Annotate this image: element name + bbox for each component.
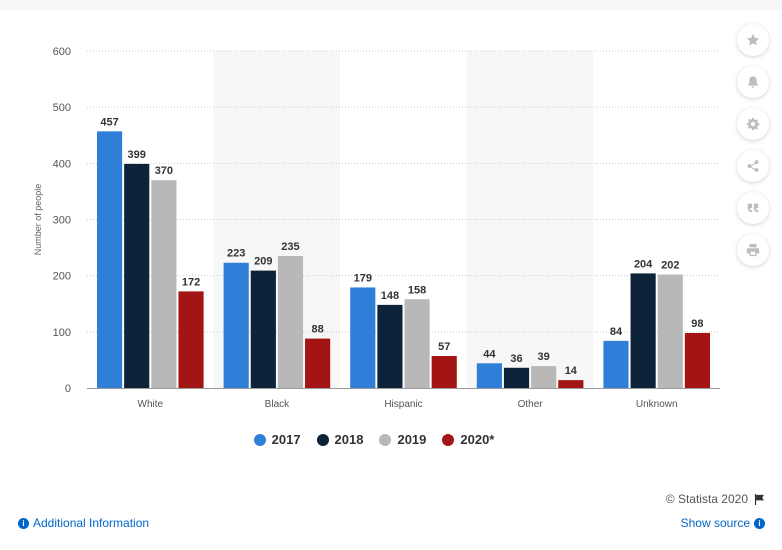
- y-tick-label: 200: [53, 271, 71, 283]
- legend-label: 2017: [271, 432, 301, 447]
- legend-item[interactable]: 2017: [253, 432, 301, 447]
- data-label: 88: [312, 324, 324, 336]
- legend-item[interactable]: 2019: [379, 432, 426, 447]
- side-toolbar: [737, 24, 771, 276]
- y-axis-label: Number of people: [33, 184, 43, 256]
- legend-label: 2020*: [460, 432, 495, 447]
- bar[interactable]: [305, 338, 331, 388]
- bell-icon: [748, 76, 758, 88]
- data-label: 235: [281, 241, 299, 253]
- data-label: 209: [254, 256, 272, 268]
- share-icon: [747, 160, 759, 172]
- bar[interactable]: [630, 273, 656, 388]
- flag-icon[interactable]: [754, 493, 765, 505]
- chart-legend: 2017 2018 2019 2020*: [0, 432, 748, 447]
- bar[interactable]: [476, 363, 502, 388]
- category-band: [466, 51, 594, 388]
- bar[interactable]: [377, 304, 403, 388]
- bar[interactable]: [124, 163, 150, 388]
- bar[interactable]: [531, 366, 557, 388]
- quote-icon: [747, 203, 759, 213]
- bar[interactable]: [558, 380, 584, 388]
- bar[interactable]: [404, 299, 430, 388]
- legend-marker: [316, 433, 329, 446]
- bar[interactable]: [350, 287, 376, 388]
- info-icon: i: [18, 517, 29, 529]
- bar[interactable]: [97, 131, 123, 388]
- data-label: 223: [227, 248, 245, 260]
- x-tick-label: Unknown: [636, 399, 678, 410]
- data-label: 98: [691, 318, 703, 330]
- legend-marker: [253, 433, 266, 446]
- legend-marker: [442, 433, 455, 446]
- additional-info-link[interactable]: i Additional Information: [18, 516, 149, 530]
- legend-marker: [379, 433, 392, 446]
- bar[interactable]: [503, 367, 530, 388]
- data-label: 158: [408, 284, 426, 296]
- y-tick-label: 100: [53, 327, 71, 339]
- bar[interactable]: [277, 256, 304, 388]
- data-label: 202: [661, 260, 679, 272]
- x-tick-label: Other: [518, 399, 544, 410]
- top-border: [0, 0, 782, 10]
- additional-info-label: Additional Information: [33, 516, 150, 530]
- data-label: 148: [381, 290, 399, 302]
- settings-button[interactable]: [737, 108, 769, 140]
- info-icon: i: [754, 517, 765, 529]
- legend-item[interactable]: 2018: [316, 432, 364, 447]
- gear-icon: [746, 117, 760, 131]
- data-label: 84: [610, 326, 623, 338]
- bar[interactable]: [223, 262, 249, 388]
- bar[interactable]: [250, 270, 276, 388]
- y-tick-label: 300: [53, 215, 71, 227]
- data-label: 44: [483, 348, 496, 360]
- data-label: 457: [100, 116, 118, 128]
- bar[interactable]: [657, 274, 683, 388]
- data-label: 39: [538, 351, 550, 363]
- y-tick-label: 500: [53, 102, 71, 114]
- show-source-label: Show source: [680, 516, 750, 530]
- legend-item[interactable]: 2020*: [442, 432, 494, 447]
- data-label: 370: [155, 165, 173, 177]
- data-label: 172: [182, 276, 200, 288]
- y-tick-label: 400: [53, 158, 71, 170]
- bar[interactable]: [151, 180, 177, 388]
- x-tick-label: White: [138, 399, 164, 410]
- credit-text: © Statista 2020: [665, 492, 748, 506]
- y-tick-label: 0: [65, 383, 71, 395]
- print-button[interactable]: [737, 234, 769, 266]
- favorite-button[interactable]: [737, 24, 769, 56]
- data-label: 14: [565, 365, 578, 377]
- star-icon: [746, 33, 760, 46]
- data-label: 179: [354, 272, 372, 284]
- data-label: 399: [128, 149, 146, 161]
- data-label: 36: [510, 353, 522, 365]
- legend-label: 2019: [397, 432, 427, 447]
- bar[interactable]: [684, 332, 710, 388]
- print-icon: [746, 243, 760, 257]
- chart-svg: 0 100 200 300 400 500 600 Number of people 457 39…: [33, 46, 720, 410]
- show-source-link[interactable]: Show source i: [681, 516, 765, 530]
- cite-button[interactable]: [737, 192, 769, 224]
- bar[interactable]: [603, 340, 629, 388]
- data-label: 57: [438, 341, 450, 353]
- share-button[interactable]: [737, 150, 769, 182]
- legend-label: 2018: [334, 432, 364, 447]
- data-label: 204: [634, 258, 653, 270]
- credit: © Statista 2020: [666, 492, 765, 506]
- x-tick-label: Hispanic: [384, 399, 422, 410]
- x-tick-label: Black: [265, 399, 290, 410]
- y-tick-label: 600: [53, 46, 71, 58]
- notification-button[interactable]: [737, 66, 769, 98]
- bar[interactable]: [178, 291, 204, 388]
- bar[interactable]: [431, 355, 457, 388]
